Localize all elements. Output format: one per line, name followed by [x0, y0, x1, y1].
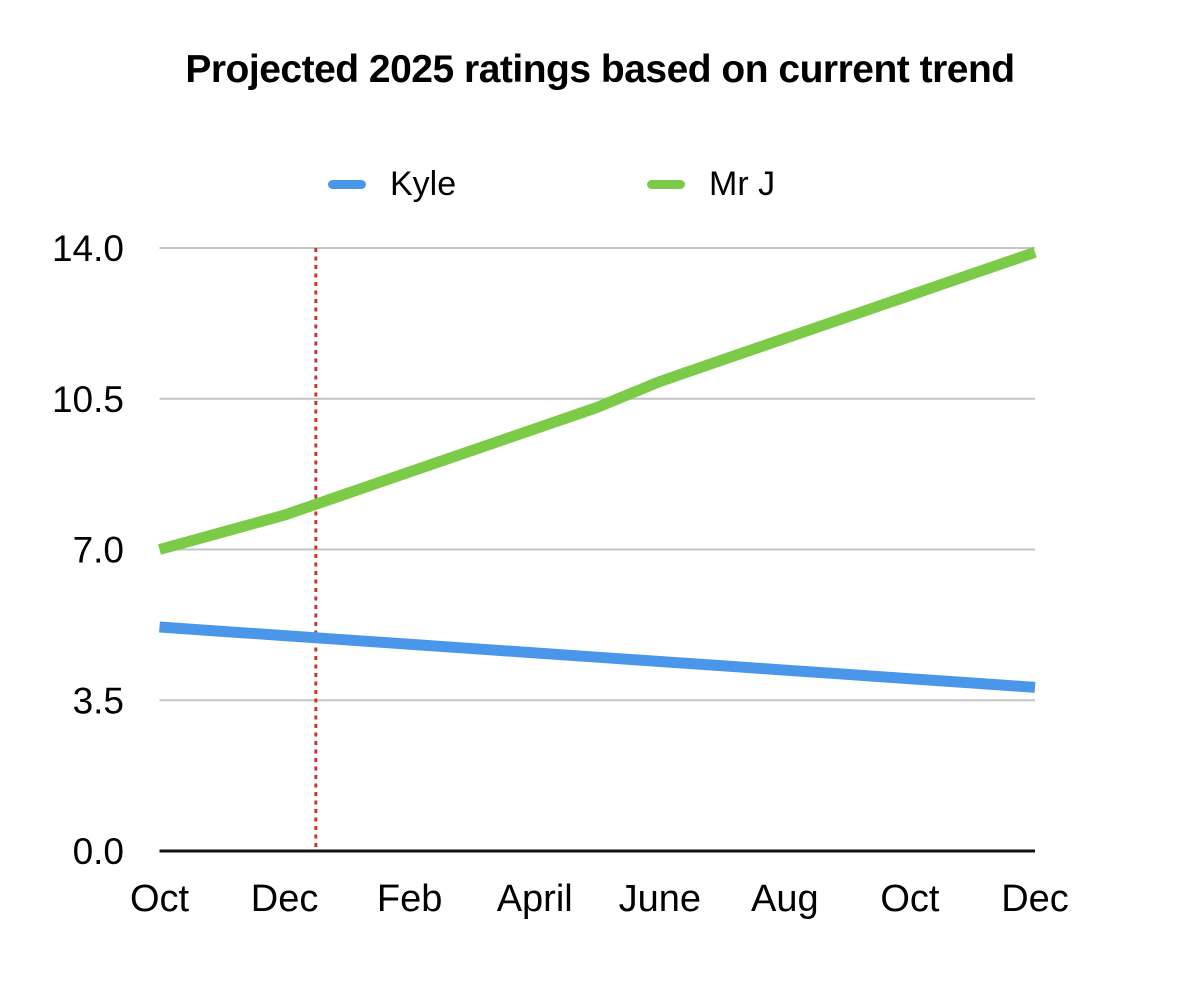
x-tick-label: Dec — [251, 878, 319, 920]
y-tick-label: 14.0 — [52, 228, 124, 269]
x-tick-label: Dec — [1001, 878, 1069, 920]
mr-j-line — [158, 247, 1037, 555]
y-tick-label: 0.0 — [73, 831, 124, 872]
y-tick-label: 3.5 — [73, 680, 124, 721]
x-tick-label: June — [619, 878, 701, 920]
chart-title: Projected 2025 ratings based on current … — [185, 48, 1015, 91]
legend-item-kyle: Kyle — [328, 164, 456, 204]
x-tick-label: Aug — [751, 878, 819, 920]
kyle-line — [159, 621, 1036, 693]
x-tick-label: April — [497, 878, 573, 920]
legend-label-mr-j: Mr J — [709, 165, 776, 203]
legend-item-mr-j: Mr J — [647, 164, 775, 204]
x-tick-label: Oct — [130, 878, 190, 920]
mr-j-series-swatch-icon — [647, 179, 685, 189]
legend-label-kyle: Kyle — [390, 165, 457, 203]
y-tick-label: 7.0 — [73, 530, 124, 571]
x-tick-label: Oct — [880, 878, 940, 920]
kyle-series-swatch-icon — [328, 179, 366, 189]
y-tick-label: 10.5 — [52, 379, 124, 420]
x-tick-label: Feb — [377, 878, 442, 920]
